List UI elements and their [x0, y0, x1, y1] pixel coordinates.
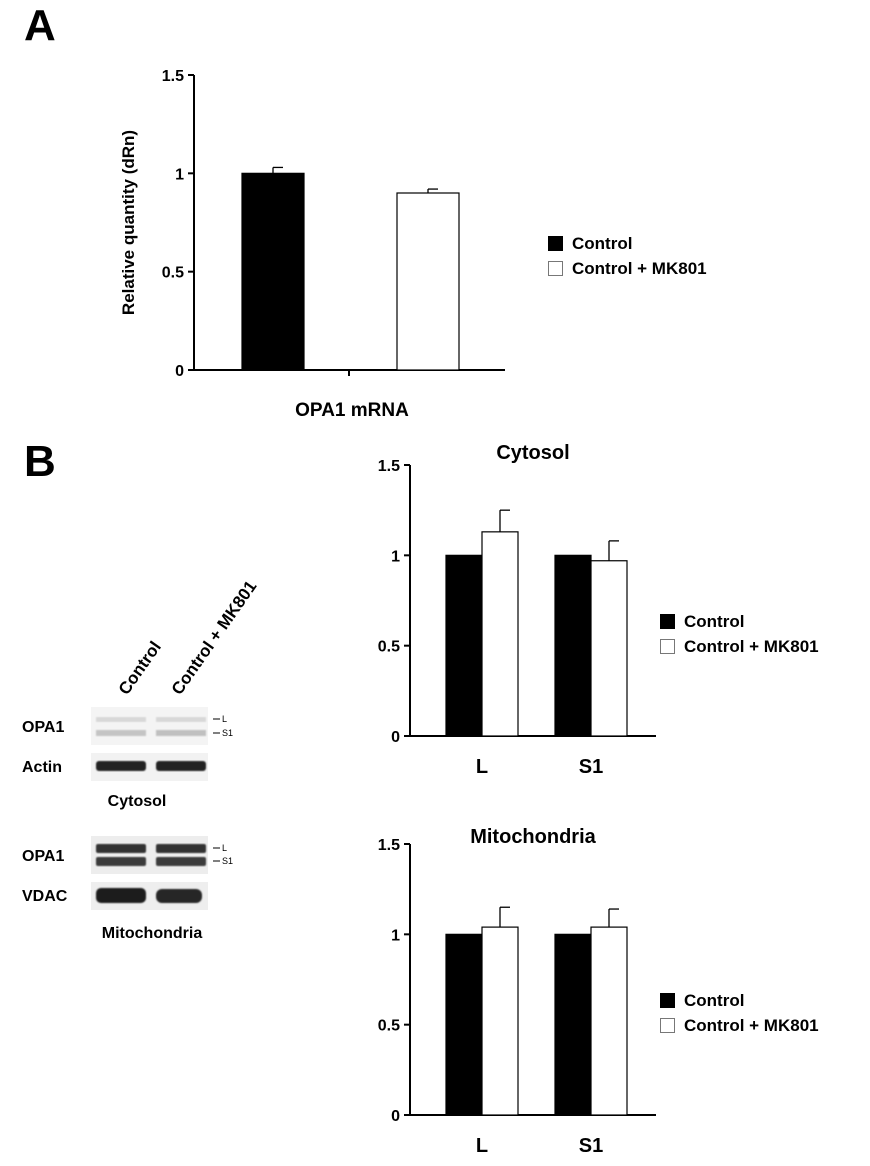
band-cyto-opa1-l-control	[96, 717, 146, 722]
western-blot-image: Control Control + MK801 OPA1 Actin Cytos…	[22, 577, 261, 942]
y-tick-label: 0	[391, 1108, 400, 1125]
bar-mk801	[396, 192, 460, 371]
chart-title: Mitochondria	[470, 826, 596, 848]
y-tick-label: 1.5	[378, 837, 400, 854]
y-tick-label: 1	[391, 548, 400, 565]
y-tick-label: 0.5	[162, 265, 184, 282]
bar-control	[241, 172, 305, 371]
cytosol-chart: 0 0.5 1 1.5 L S1 Cytosol	[378, 442, 656, 778]
band-mito-opa1-l-mk801	[156, 844, 206, 853]
legend-swatch-mk801	[660, 1018, 675, 1033]
band-vdac-mk801	[156, 889, 202, 903]
band-cyto-opa1-l-mk801	[156, 717, 206, 722]
chart-title: Cytosol	[496, 442, 569, 464]
band-actin-mk801	[156, 761, 206, 771]
opa1-mrna-chart: 0 0.5 1 1.5 OPA1 mRNA Relative quantity (dRn)	[119, 68, 505, 421]
band-cyto-opa1-s1-control	[96, 730, 146, 736]
band-markers-cytosol: L S1	[213, 714, 233, 738]
legend-swatch-control	[548, 236, 563, 251]
caption-cytosol: Cytosol	[108, 793, 167, 810]
panel-label-a: A	[24, 1, 56, 50]
legend-item-control: Control	[660, 609, 819, 634]
band-markers-mito: L S1	[213, 843, 233, 866]
band-actin-control	[96, 761, 146, 771]
row-label-mito-opa1: OPA1	[22, 848, 64, 865]
bar-control	[445, 554, 483, 737]
marker-s1-mito: S1	[222, 856, 233, 866]
x-tick-label: L	[476, 756, 488, 778]
legend-swatch-control	[660, 993, 675, 1008]
blot-strip-mito-opa1	[91, 836, 208, 874]
y-tick-label: 0.5	[378, 639, 400, 656]
legend-label-control: Control	[572, 233, 633, 253]
x-tick-label: L	[476, 1135, 488, 1157]
legend-item-mk801: Control + MK801	[660, 1013, 819, 1038]
y-tick-label: 0.5	[378, 1018, 400, 1035]
legend-item-mk801: Control + MK801	[548, 256, 707, 281]
y-tick-label: 0	[391, 729, 400, 746]
y-tick-label: 0	[175, 363, 184, 380]
western-blot-panel: Control Control + MK801 OPA1 Actin Cytos…	[0, 560, 330, 950]
marker-l-mito: L	[222, 843, 227, 853]
legend-item-mk801: Control + MK801	[660, 634, 819, 659]
legend-label-mk801: Control + MK801	[684, 636, 819, 656]
legend-swatch-control	[660, 614, 675, 629]
bar-control	[554, 933, 592, 1116]
legend-swatch-mk801	[548, 261, 563, 276]
y-tick-label: 1	[391, 927, 400, 944]
marker-s1-cyto: S1	[222, 728, 233, 738]
bar-control	[554, 554, 592, 737]
legend-mitochondria: Control Control + MK801	[660, 988, 819, 1038]
bar-control	[445, 933, 483, 1116]
bar-mk801	[590, 560, 628, 737]
band-mito-opa1-s1-control	[96, 857, 146, 866]
mitochondria-chart: 0 0.5 1 1.5 L S1 Mitochondria	[378, 826, 656, 1157]
y-tick-label: 1.5	[378, 458, 400, 475]
legend-label-mk801: Control + MK801	[684, 1015, 819, 1035]
y-axis-label: Relative quantity (dRn)	[119, 130, 138, 315]
legend-label-control: Control	[684, 611, 745, 631]
marker-l-cyto: L	[222, 714, 227, 724]
x-tick-label: OPA1 mRNA	[295, 400, 409, 421]
band-mito-opa1-s1-mk801	[156, 857, 206, 866]
caption-mitochondria: Mitochondria	[102, 925, 203, 942]
bar-mk801	[481, 531, 519, 737]
blot-strip-cyto-opa1	[91, 707, 208, 745]
band-vdac-control	[96, 888, 146, 903]
band-cyto-opa1-s1-mk801	[156, 730, 206, 736]
legend-swatch-mk801	[660, 639, 675, 654]
panel-label-b: B	[24, 437, 56, 486]
x-tick-label: S1	[579, 1135, 603, 1157]
legend-cytosol: Control Control + MK801	[660, 609, 819, 659]
y-tick-label: 1.5	[162, 68, 184, 85]
row-label-vdac: VDAC	[22, 888, 68, 905]
legend-item-control: Control	[548, 231, 707, 256]
row-label-cyto-opa1: OPA1	[22, 719, 64, 736]
legend-a: Control Control + MK801	[548, 231, 707, 281]
lane-label-control: Control	[115, 638, 165, 698]
legend-item-control: Control	[660, 988, 819, 1013]
legend-label-control: Control	[684, 990, 745, 1010]
band-mito-opa1-l-control	[96, 844, 146, 853]
y-tick-label: 1	[175, 166, 184, 183]
lane-label-mk801: Control + MK801	[168, 577, 261, 698]
legend-label-mk801: Control + MK801	[572, 258, 707, 278]
x-tick-label: S1	[579, 756, 603, 778]
bar-mk801	[590, 926, 628, 1116]
bar-mk801	[481, 926, 519, 1116]
row-label-actin: Actin	[22, 759, 62, 776]
